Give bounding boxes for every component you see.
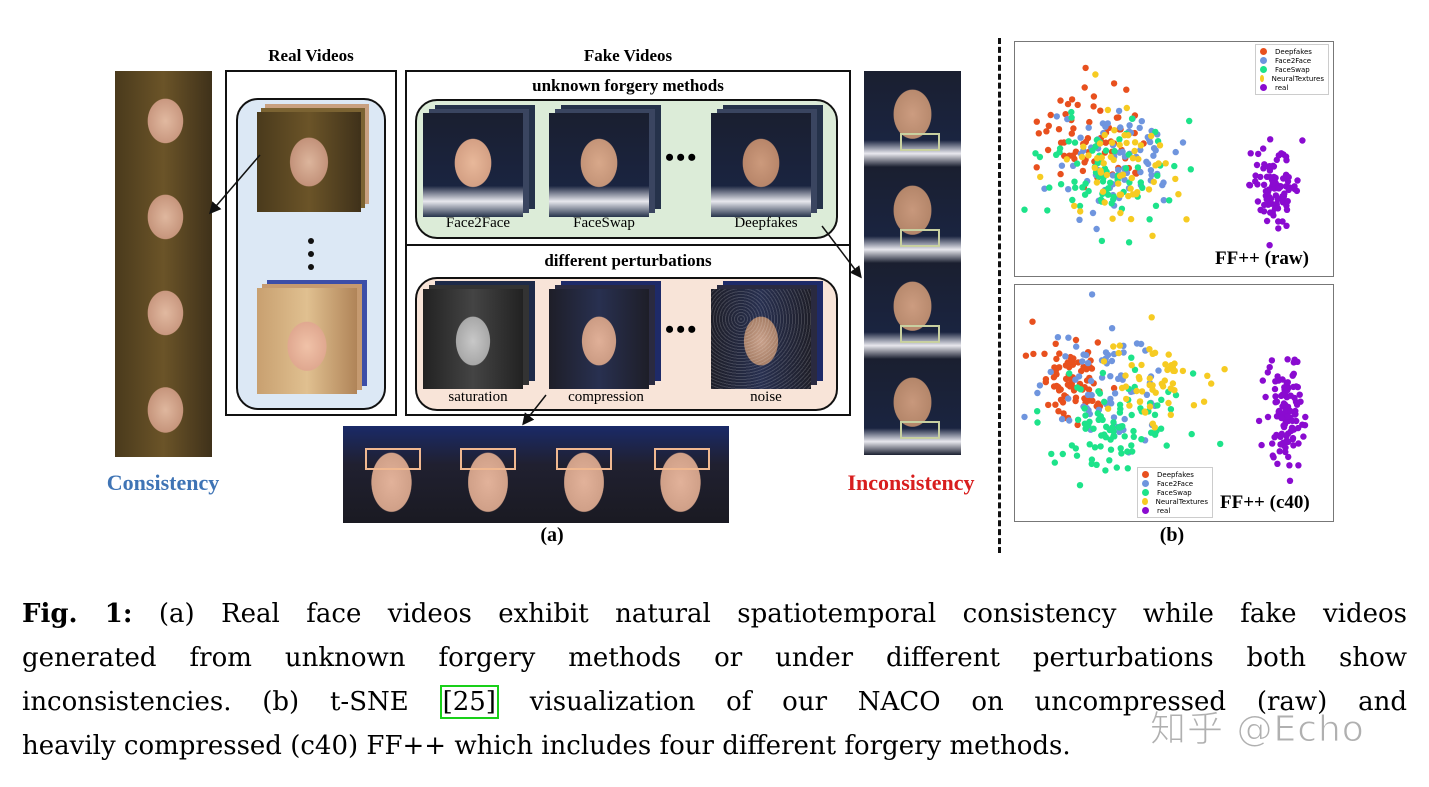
real-video-face-1 xyxy=(257,112,361,212)
forgery-methods-box: Face2Face FaceSwap ••• Deepfakes xyxy=(415,99,838,239)
consistency-label: Consistency xyxy=(106,470,220,495)
fake-frame-strip xyxy=(864,71,961,455)
compressed-frame-2 xyxy=(440,426,536,523)
perturb-stack-noise xyxy=(711,281,825,389)
legend-item-neuraltextures: NeuralTextures xyxy=(1142,497,1208,506)
real-videos-inner-box xyxy=(236,98,386,410)
face2face-thumbnail xyxy=(423,113,523,217)
legend-item-real: real xyxy=(1142,506,1208,515)
face2face-label: Face2Face xyxy=(445,215,511,231)
deepfakes-label: Deepfakes xyxy=(734,215,798,231)
fake-arrow xyxy=(821,225,862,279)
caption-prefix: Fig. 1: xyxy=(22,599,133,629)
compressed-frame-4 xyxy=(632,426,729,523)
fake-videos-header: Fake Videos xyxy=(583,46,673,65)
legend-item-faceswap: FaceSwap xyxy=(1142,488,1208,497)
perturbations-header: different perturbations xyxy=(544,251,712,270)
real-frame-4 xyxy=(115,359,212,457)
perturbations-box: saturation compression ••• noise xyxy=(415,277,838,411)
tsne-plot-raw: Deepfakes Face2Face FaceSwap NeuralTextu… xyxy=(1014,41,1334,277)
saturation-thumbnail xyxy=(423,289,523,389)
tsne-c40-scatter xyxy=(1021,291,1309,489)
legend-item-face2face: Face2Face xyxy=(1260,56,1324,65)
panel-b-label: (b) xyxy=(1159,524,1185,546)
citation-link[interactable]: [25] xyxy=(439,685,499,719)
caption-line-2: generated from unknown forgery methods o… xyxy=(22,643,1407,673)
watermark: 知乎 @Echo xyxy=(1150,709,1365,751)
legend-item-faceswap: FaceSwap xyxy=(1260,65,1324,74)
fake-videos-box: unknown forgery methods Face2Face FaceSw… xyxy=(405,70,851,416)
legend-item-deepfakes: Deepfakes xyxy=(1260,47,1324,56)
real-frame-3 xyxy=(115,263,212,359)
compressed-frame-strip xyxy=(343,426,729,523)
forgery-stack-faceswap xyxy=(549,105,663,217)
legend-raw: Deepfakes Face2Face FaceSwap NeuralTextu… xyxy=(1255,44,1329,95)
compressed-frame-3 xyxy=(536,426,632,523)
real-arrow xyxy=(209,154,261,215)
compression-arrow xyxy=(522,394,547,426)
real-videos-box xyxy=(225,70,397,416)
tsne-plot-c40: Deepfakes Face2Face FaceSwap NeuralTextu… xyxy=(1014,284,1334,522)
perturb-stack-saturation xyxy=(423,281,537,389)
faceswap-label: FaceSwap xyxy=(573,215,635,231)
fake-frame-2 xyxy=(864,167,961,263)
real-videos-header: Real Videos xyxy=(268,46,354,65)
legend-item-real: real xyxy=(1260,83,1324,92)
forgery-stack-deepfakes xyxy=(711,105,825,217)
tsne-raw-scatter xyxy=(1021,64,1306,249)
legend-item-neuraltextures: NeuralTextures xyxy=(1260,74,1324,83)
faceswap-thumbnail xyxy=(549,113,649,217)
panel-divider xyxy=(998,38,1001,553)
fake-frame-3 xyxy=(864,263,961,359)
saturation-label: saturation xyxy=(448,389,508,405)
legend-c40: Deepfakes Face2Face FaceSwap NeuralTextu… xyxy=(1137,467,1213,518)
fake-frame-1 xyxy=(864,71,961,167)
compression-label: compression xyxy=(568,389,644,405)
unknown-methods-header: unknown forgery methods xyxy=(532,76,724,95)
inconsistency-label: Inconsistency xyxy=(847,470,975,495)
real-frame-1 xyxy=(115,71,212,167)
forgery-ellipsis: ••• xyxy=(665,143,699,172)
panel-a-label: (a) xyxy=(540,524,564,546)
real-frame-2 xyxy=(115,167,212,263)
legend-item-face2face: Face2Face xyxy=(1142,479,1208,488)
noise-label: noise xyxy=(750,389,782,405)
perturb-stack-compression xyxy=(549,281,663,389)
deepfakes-thumbnail xyxy=(711,113,811,217)
fake-frame-4 xyxy=(864,359,961,455)
compressed-frame-1 xyxy=(343,426,440,523)
perturb-ellipsis: ••• xyxy=(665,315,699,344)
real-video-stack-1 xyxy=(257,104,369,212)
caption-line-1: Fig. 1: (a) Real face videos exhibit nat… xyxy=(22,599,1407,629)
plot-title-raw: FF++ (raw) xyxy=(1215,248,1309,269)
real-frame-strip xyxy=(115,71,212,457)
vertical-ellipsis xyxy=(308,238,314,277)
compression-thumbnail xyxy=(549,289,649,389)
noise-thumbnail xyxy=(711,289,811,389)
caption-line-3: inconsistencies. (b) t-SNE [25] visualiz… xyxy=(22,685,1407,719)
caption-line-4: heavily compressed (c40) FF++ which incl… xyxy=(22,731,1071,761)
real-video-stack-2 xyxy=(257,280,367,394)
forgery-stack-face2face xyxy=(423,105,537,217)
real-video-face-2 xyxy=(257,288,357,394)
fake-box-divider xyxy=(407,244,849,246)
plot-title-c40: FF++ (c40) xyxy=(1220,492,1310,513)
legend-item-deepfakes: Deepfakes xyxy=(1142,470,1208,479)
figure-caption: Fig. 1: (a) Real face videos exhibit nat… xyxy=(22,592,1407,768)
panel-a: Consistency Real Videos Fake Videos unkn… xyxy=(0,0,990,560)
